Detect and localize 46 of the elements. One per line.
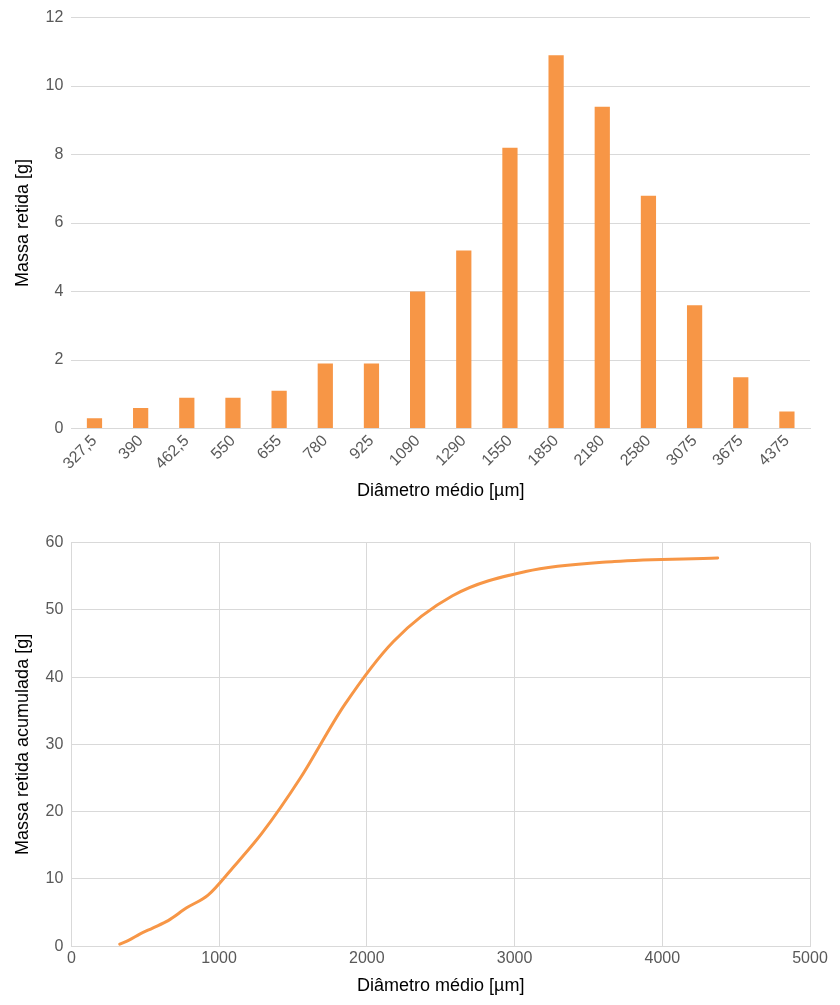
y-tick-label: 0 (54, 936, 64, 954)
y-tick-label: 40 (45, 667, 64, 685)
y-tick-label: 4 (54, 281, 64, 299)
y-tick-label: 6 (54, 213, 64, 231)
x-tick-label: 925 (345, 431, 377, 463)
bar (456, 250, 472, 429)
bar (733, 377, 749, 429)
x-tick-label: 780 (299, 431, 331, 463)
x-tick-label: 1000 (201, 949, 238, 967)
x-tick-label: 3000 (496, 949, 533, 967)
y-tick-label: 2 (54, 350, 64, 368)
y-tick-label: 8 (54, 144, 64, 162)
line-series (118, 556, 720, 946)
bar (179, 397, 195, 429)
x-axis-title: Diâmetro médio [µm] (356, 975, 525, 996)
y-tick-label: 12 (45, 8, 64, 26)
x-tick-label: 0 (66, 949, 76, 967)
x-axis-title: Diâmetro médio [µm] (356, 480, 525, 501)
bar (363, 363, 380, 429)
x-tick-label: 2000 (349, 949, 385, 967)
y-tick-label: 10 (45, 76, 64, 94)
bar (317, 363, 333, 429)
bar (410, 291, 426, 429)
bar (502, 147, 518, 429)
y-axis-title: Massa retida [g] (11, 159, 32, 288)
y-tick-label: 0 (54, 418, 64, 436)
y-tick-label: 50 (45, 600, 64, 618)
x-tick-label: 655 (253, 431, 285, 463)
bar (271, 390, 287, 429)
bar (86, 418, 103, 429)
x-tick-label: 5000 (792, 949, 828, 967)
x-tick-label: 4000 (644, 949, 681, 967)
bar (225, 397, 241, 429)
y-tick-label: 30 (45, 734, 64, 752)
bar (686, 305, 703, 429)
y-tick-label: 10 (45, 869, 64, 887)
y-tick-label: 60 (45, 533, 64, 551)
x-tick-label: 390 (114, 431, 146, 463)
bar (779, 411, 795, 429)
x-tick-label: 550 (207, 431, 239, 463)
y-tick-label: 20 (45, 802, 64, 820)
bar (133, 407, 149, 429)
y-axis-title: Massa retida acumulada [g] (11, 633, 32, 855)
bar (594, 106, 610, 429)
bar (548, 55, 564, 429)
bar (640, 195, 657, 429)
